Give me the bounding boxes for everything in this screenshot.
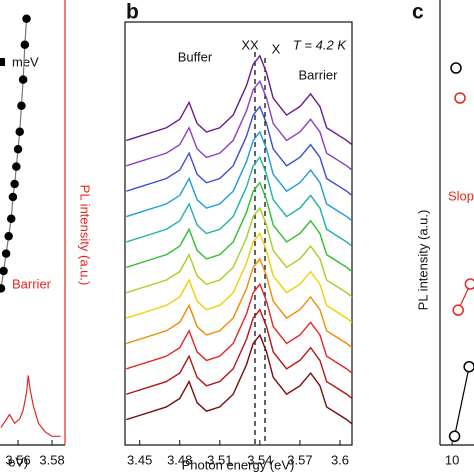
data-point: [6, 214, 16, 224]
x-axis-label: eV): [8, 454, 28, 469]
series-line: [126, 333, 353, 425]
data-point: [17, 101, 26, 110]
x-tick-label: 10: [445, 452, 459, 467]
annotation: meV: [12, 54, 39, 69]
annotation: XX: [241, 37, 259, 52]
annotation: Barrier: [12, 276, 52, 291]
data-point: [4, 231, 13, 241]
x-tick-label: 3.54: [247, 452, 272, 467]
x-tick-label: 3.51: [207, 452, 232, 467]
series-line: [126, 130, 353, 222]
y-axis-label: PL intensity (a.u.): [78, 185, 93, 286]
series-line: [126, 105, 353, 196]
series-line: [126, 181, 353, 273]
annotation: Slop: [448, 188, 474, 203]
series-line: [126, 282, 353, 374]
series-line: [126, 155, 353, 247]
y-axis-label: PL intensity (a.u.): [415, 210, 430, 311]
x-tick-label: 3.57: [287, 452, 312, 467]
data-point: [452, 304, 464, 316]
x-tick-label: 3.58: [39, 452, 64, 467]
annotation: Barrier: [298, 67, 338, 82]
legend-marker: [450, 62, 462, 74]
panel-label: b: [126, 1, 139, 24]
series-line: [0, 375, 61, 437]
data-point: [12, 162, 21, 171]
data-point: [8, 192, 18, 202]
data-point: [15, 127, 24, 137]
data-point: [10, 179, 19, 189]
data-point: [20, 40, 30, 50]
data-point: [0, 266, 8, 276]
data-point: [0, 284, 6, 293]
series-line: [126, 54, 353, 146]
annotation: Buffer: [178, 49, 213, 64]
x-tick-label: 3.48: [167, 452, 192, 467]
annotation: X: [272, 41, 281, 56]
data-point: [463, 360, 474, 373]
series-line: [126, 79, 353, 171]
data-point: [1, 249, 11, 258]
x-axis-label: Photon energy (eV): [182, 457, 295, 472]
series-line: [126, 206, 353, 298]
data-point: [13, 144, 23, 154]
plot-frame: [124, 21, 353, 446]
x-tick-label: 3.6: [331, 452, 349, 467]
data-point: [18, 75, 28, 84]
legend-marker: [0, 58, 5, 66]
data-point: [22, 14, 31, 23]
series-line: [126, 308, 353, 400]
data-point: [464, 278, 474, 290]
series-line: [126, 232, 353, 323]
panel-label: c: [412, 1, 424, 24]
legend-marker: [454, 92, 466, 104]
series-line: [453, 366, 470, 437]
data-point: [448, 430, 461, 443]
series-line: [126, 257, 353, 349]
annotation: T = 4.2 K: [293, 37, 347, 52]
x-tick-label: 3.56: [5, 452, 30, 467]
x-tick-label: 3.45: [127, 452, 152, 467]
